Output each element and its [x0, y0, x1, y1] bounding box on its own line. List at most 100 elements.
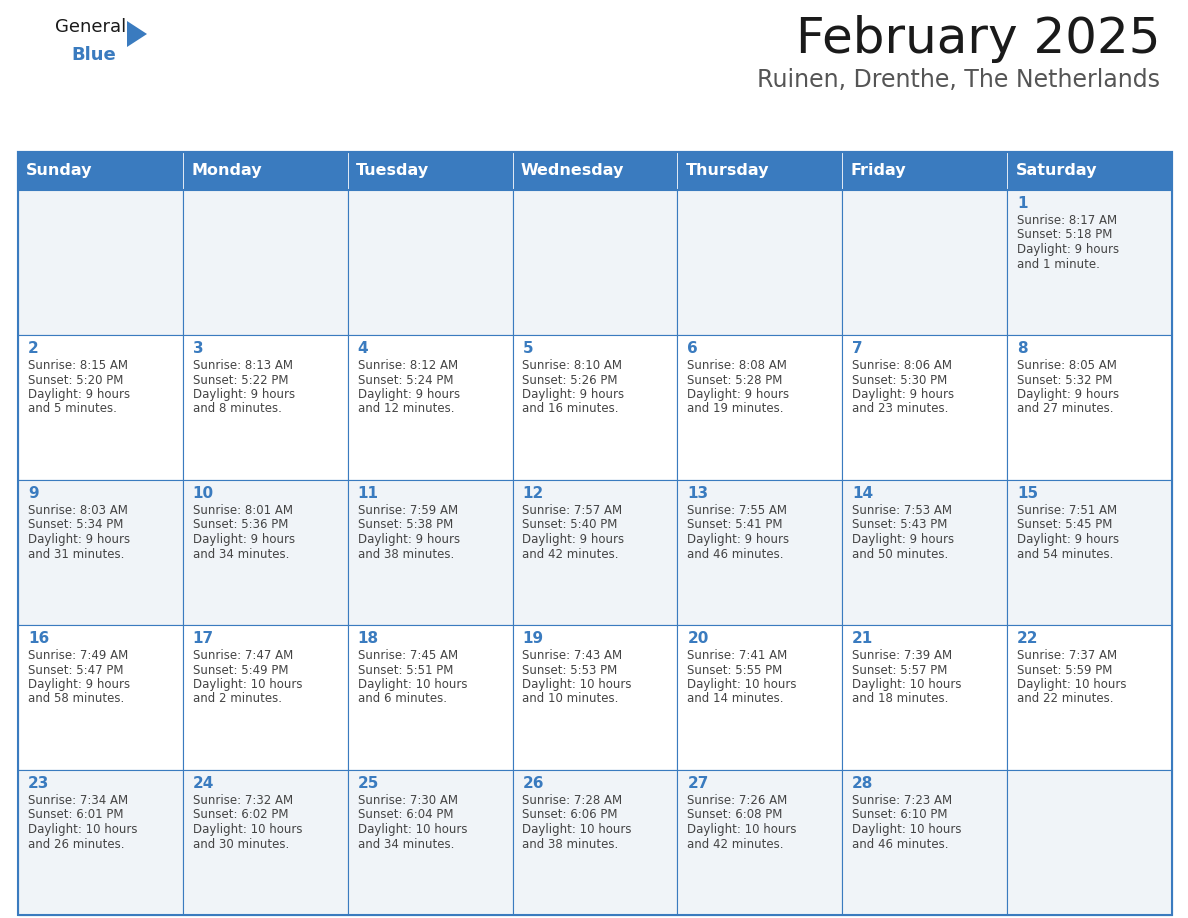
Bar	[18, 152, 1173, 190]
Text: Sunset: 5:47 PM: Sunset: 5:47 PM	[27, 664, 124, 677]
Text: Sunset: 5:18 PM: Sunset: 5:18 PM	[1017, 229, 1112, 241]
Text: 8: 8	[1017, 341, 1028, 356]
Text: Wednesday: Wednesday	[520, 163, 624, 178]
Text: February 2025: February 2025	[796, 15, 1159, 63]
Bar	[842, 190, 1007, 335]
Text: Daylight: 10 hours: Daylight: 10 hours	[852, 678, 961, 691]
Text: and 16 minutes.: and 16 minutes.	[523, 402, 619, 416]
Bar	[18, 625, 183, 770]
Bar	[512, 335, 677, 480]
Text: Sunset: 6:02 PM: Sunset: 6:02 PM	[192, 809, 289, 822]
Text: Sunrise: 7:23 AM: Sunrise: 7:23 AM	[852, 794, 953, 807]
Bar	[18, 152, 1173, 915]
Text: Sunset: 5:28 PM: Sunset: 5:28 PM	[688, 374, 783, 386]
Text: 2: 2	[27, 341, 39, 356]
Text: Daylight: 10 hours: Daylight: 10 hours	[27, 823, 138, 836]
Text: Daylight: 9 hours: Daylight: 9 hours	[523, 388, 625, 401]
Bar	[183, 190, 348, 335]
Text: and 50 minutes.: and 50 minutes.	[852, 547, 948, 561]
Text: Sunset: 6:10 PM: Sunset: 6:10 PM	[852, 809, 948, 822]
Text: 25: 25	[358, 776, 379, 791]
Text: Friday: Friday	[851, 163, 906, 178]
Text: 21: 21	[852, 631, 873, 646]
Text: Sunset: 5:38 PM: Sunset: 5:38 PM	[358, 519, 453, 532]
Text: 3: 3	[192, 341, 203, 356]
Text: Sunrise: 7:32 AM: Sunrise: 7:32 AM	[192, 794, 293, 807]
Bar	[842, 335, 1007, 480]
Text: 28: 28	[852, 776, 873, 791]
Bar	[18, 770, 183, 915]
Bar	[1007, 335, 1173, 480]
Text: Sunset: 5:53 PM: Sunset: 5:53 PM	[523, 664, 618, 677]
Text: Daylight: 9 hours: Daylight: 9 hours	[1017, 388, 1119, 401]
Bar	[18, 335, 183, 480]
Text: 6: 6	[688, 341, 699, 356]
Text: 20: 20	[688, 631, 709, 646]
Text: Sunrise: 7:47 AM: Sunrise: 7:47 AM	[192, 649, 293, 662]
Text: Sunset: 5:24 PM: Sunset: 5:24 PM	[358, 374, 453, 386]
Text: and 58 minutes.: and 58 minutes.	[27, 692, 124, 706]
Text: Sunrise: 8:03 AM: Sunrise: 8:03 AM	[27, 504, 128, 517]
Bar	[183, 770, 348, 915]
Bar	[18, 152, 183, 190]
Text: Daylight: 10 hours: Daylight: 10 hours	[358, 823, 467, 836]
Text: and 8 minutes.: and 8 minutes.	[192, 402, 282, 416]
Text: Daylight: 10 hours: Daylight: 10 hours	[358, 678, 467, 691]
Text: and 12 minutes.: and 12 minutes.	[358, 402, 454, 416]
Text: and 38 minutes.: and 38 minutes.	[523, 837, 619, 850]
Text: 22: 22	[1017, 631, 1038, 646]
Text: Sunrise: 8:01 AM: Sunrise: 8:01 AM	[192, 504, 292, 517]
Text: Tuesday: Tuesday	[356, 163, 429, 178]
Text: Sunset: 5:49 PM: Sunset: 5:49 PM	[192, 664, 289, 677]
Text: 19: 19	[523, 631, 544, 646]
Bar	[677, 770, 842, 915]
Bar	[677, 625, 842, 770]
Text: Sunrise: 7:39 AM: Sunrise: 7:39 AM	[852, 649, 953, 662]
Text: Sunset: 5:22 PM: Sunset: 5:22 PM	[192, 374, 289, 386]
Text: Sunset: 5:45 PM: Sunset: 5:45 PM	[1017, 519, 1112, 532]
Text: Sunrise: 7:55 AM: Sunrise: 7:55 AM	[688, 504, 788, 517]
Bar	[677, 190, 842, 335]
Bar	[677, 480, 842, 625]
Text: Daylight: 9 hours: Daylight: 9 hours	[688, 388, 790, 401]
Bar	[183, 152, 348, 190]
Text: Sunset: 5:40 PM: Sunset: 5:40 PM	[523, 519, 618, 532]
Text: 23: 23	[27, 776, 49, 791]
Text: 17: 17	[192, 631, 214, 646]
Text: 11: 11	[358, 486, 379, 501]
Text: Sunrise: 7:28 AM: Sunrise: 7:28 AM	[523, 794, 623, 807]
Text: Sunrise: 7:41 AM: Sunrise: 7:41 AM	[688, 649, 788, 662]
Text: Daylight: 9 hours: Daylight: 9 hours	[358, 533, 460, 546]
Text: Sunrise: 7:30 AM: Sunrise: 7:30 AM	[358, 794, 457, 807]
Text: Daylight: 10 hours: Daylight: 10 hours	[192, 678, 302, 691]
Text: Daylight: 9 hours: Daylight: 9 hours	[852, 388, 954, 401]
Text: Sunday: Sunday	[26, 163, 93, 178]
Text: and 31 minutes.: and 31 minutes.	[27, 547, 125, 561]
Bar	[677, 335, 842, 480]
Text: Sunrise: 7:26 AM: Sunrise: 7:26 AM	[688, 794, 788, 807]
Text: Sunrise: 8:10 AM: Sunrise: 8:10 AM	[523, 359, 623, 372]
Text: Daylight: 10 hours: Daylight: 10 hours	[523, 823, 632, 836]
Bar	[18, 190, 183, 335]
Text: Sunset: 5:26 PM: Sunset: 5:26 PM	[523, 374, 618, 386]
Text: Saturday: Saturday	[1016, 163, 1097, 178]
Text: Sunset: 6:08 PM: Sunset: 6:08 PM	[688, 809, 783, 822]
Bar	[512, 480, 677, 625]
Text: and 23 minutes.: and 23 minutes.	[852, 402, 948, 416]
Text: 1: 1	[1017, 196, 1028, 211]
Text: Daylight: 10 hours: Daylight: 10 hours	[688, 678, 797, 691]
Text: General: General	[55, 18, 126, 36]
Bar	[183, 480, 348, 625]
Text: and 27 minutes.: and 27 minutes.	[1017, 402, 1113, 416]
Bar	[1007, 480, 1173, 625]
Text: and 54 minutes.: and 54 minutes.	[1017, 547, 1113, 561]
Text: Sunrise: 7:57 AM: Sunrise: 7:57 AM	[523, 504, 623, 517]
Text: Daylight: 10 hours: Daylight: 10 hours	[192, 823, 302, 836]
Text: 18: 18	[358, 631, 379, 646]
Polygon shape	[127, 21, 147, 47]
Text: Daylight: 9 hours: Daylight: 9 hours	[27, 388, 129, 401]
Text: Daylight: 10 hours: Daylight: 10 hours	[523, 678, 632, 691]
Text: Daylight: 9 hours: Daylight: 9 hours	[1017, 533, 1119, 546]
Text: and 26 minutes.: and 26 minutes.	[27, 837, 125, 850]
Text: Sunset: 5:34 PM: Sunset: 5:34 PM	[27, 519, 124, 532]
